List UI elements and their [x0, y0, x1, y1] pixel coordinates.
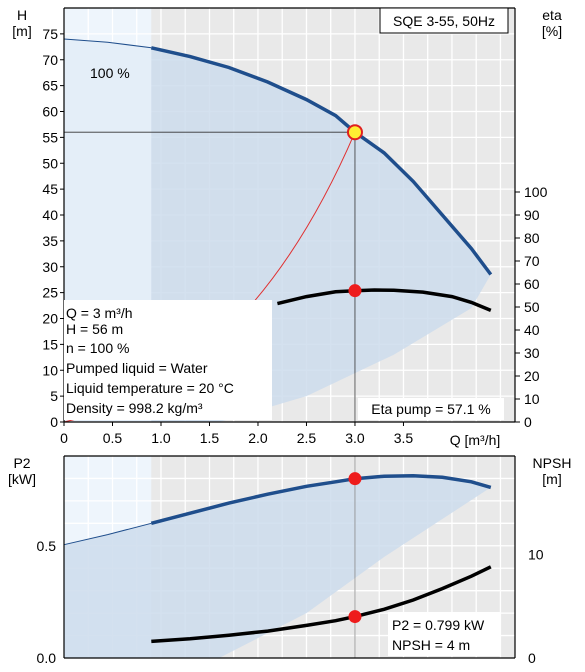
y-left-tick-label: 0.5 — [37, 538, 57, 554]
y-left-tick-label: 0.0 — [37, 650, 57, 666]
y-right-tick-label: 80 — [524, 230, 540, 246]
x-tick-label: 2.5 — [297, 430, 317, 446]
readout-box — [388, 612, 500, 656]
y-left-tick-label: 75 — [42, 26, 58, 42]
info-liquid: Pumped liquid = Water — [66, 360, 208, 376]
y-right-tick-label: 90 — [524, 207, 540, 223]
y-left-tick-label: 30 — [42, 259, 58, 275]
x-tick-label: 0 — [60, 430, 68, 446]
curve-speed-label: 100 % — [90, 65, 130, 81]
y-left-tick-label: 40 — [42, 207, 58, 223]
y-left-tick-label: 5 — [50, 388, 58, 404]
head-efficiency-chart: 0 5 10 15 20 25 30 35 40 45 50 55 60 65 70 75 0 10 20 30 40 5… — [12, 7, 562, 448]
y-right-tick-label: 70 — [524, 253, 540, 269]
y-right-axis-label: eta [%] — [542, 7, 562, 39]
efficiency-curve — [276, 288, 492, 313]
labels: H [m] eta [%] SQE 3-55, 50Hz Q [m³/h] 100 … — [12, 7, 562, 448]
info-density: Density = 998.2 kg/m³ — [66, 400, 203, 416]
y-left-tick-label: 60 — [42, 104, 58, 120]
y-right-tick-label: 10 — [528, 546, 544, 562]
y-left-tick-label: 25 — [42, 285, 58, 301]
y-left-axis-label: P2 [kW] — [8, 455, 36, 487]
npsh-readout: NPSH = 4 m — [392, 637, 470, 653]
info-temperature: Liquid temperature = 20 °C — [66, 380, 234, 396]
tick-labels: 0 5 10 15 20 25 30 35 40 45 50 55 60 65 70 75 0 10 20 30 40 5… — [42, 26, 547, 446]
duty-point — [346, 124, 363, 141]
chart-title: SQE 3-55, 50Hz — [393, 13, 495, 29]
head-curve — [150, 46, 493, 276]
y-left-tick-label: 35 — [42, 233, 58, 249]
head-curve-low-flow — [63, 38, 152, 49]
info-speed: n = 100 % — [66, 340, 129, 356]
info-head: H = 56 m — [66, 321, 123, 337]
power-area-fill — [64, 475, 491, 658]
y-left-tick-label: 15 — [42, 336, 58, 352]
chart-title-box — [379, 7, 509, 34]
x-tick-label: 1.0 — [151, 430, 171, 446]
y-left-tick-label: 65 — [42, 78, 58, 94]
y-left-tick-label: 55 — [42, 129, 58, 145]
y-right-tick-label: 0 — [528, 650, 536, 666]
y-left-tick-label: 70 — [42, 52, 58, 68]
y-right-tick-label: 10 — [524, 391, 540, 407]
power-curve-low-flow — [63, 522, 152, 546]
eta-label-box — [358, 398, 504, 420]
info-flow: Q = 3 m³/h — [66, 305, 133, 321]
power-point — [348, 472, 362, 486]
x-tick-label: 2.0 — [248, 430, 268, 446]
npsh-point — [348, 610, 362, 624]
info-box — [64, 300, 272, 420]
y-left-axis-label: H [m] — [12, 7, 31, 39]
y-left-tick-label: 45 — [42, 181, 58, 197]
x-tick-label: 1.5 — [200, 430, 220, 446]
y-right-axis-label: NPSH [m] — [533, 455, 572, 487]
y-left-tick-label: 0 — [50, 414, 58, 430]
x-tick-label: 3.5 — [394, 430, 414, 446]
y-right-tick-label: 50 — [524, 299, 540, 315]
tick-labels: 0.0 0.5 0 10 — [37, 538, 544, 666]
x-tick-label: 0.5 — [103, 430, 123, 446]
npsh-curve — [151, 565, 492, 644]
x-axis-label: Q [m³/h] — [450, 432, 501, 448]
p2-readout: P2 = 0.799 kW — [392, 617, 485, 633]
y-right-tick-label: 60 — [524, 276, 540, 292]
y-left-tick-label: 50 — [42, 155, 58, 171]
labels: P2 [kW] NPSH [m] P2 = 0.799 kW NPSH = 4 m — [8, 455, 571, 656]
y-right-tick-label: 40 — [524, 322, 540, 338]
y-right-tick-label: 20 — [524, 368, 540, 384]
y-right-tick-label: 30 — [524, 345, 540, 361]
y-right-tick-label: 100 — [524, 184, 548, 200]
x-tick-label: 3.0 — [345, 430, 365, 446]
curves — [63, 456, 492, 658]
y-left-tick-label: 20 — [42, 311, 58, 327]
y-left-tick-label: 10 — [42, 362, 58, 378]
efficiency-point — [348, 284, 362, 298]
axes — [63, 455, 516, 659]
eta-label: Eta pump = 57.1 % — [371, 401, 490, 417]
power-npsh-chart: 0.0 0.5 0 10 P2 [kW] NPSH [m] P2 = 0.799 kW N… — [8, 455, 571, 666]
operating-range-shade — [64, 475, 491, 658]
power-curve — [150, 474, 492, 525]
y-right-tick-label: 0 — [524, 414, 532, 430]
